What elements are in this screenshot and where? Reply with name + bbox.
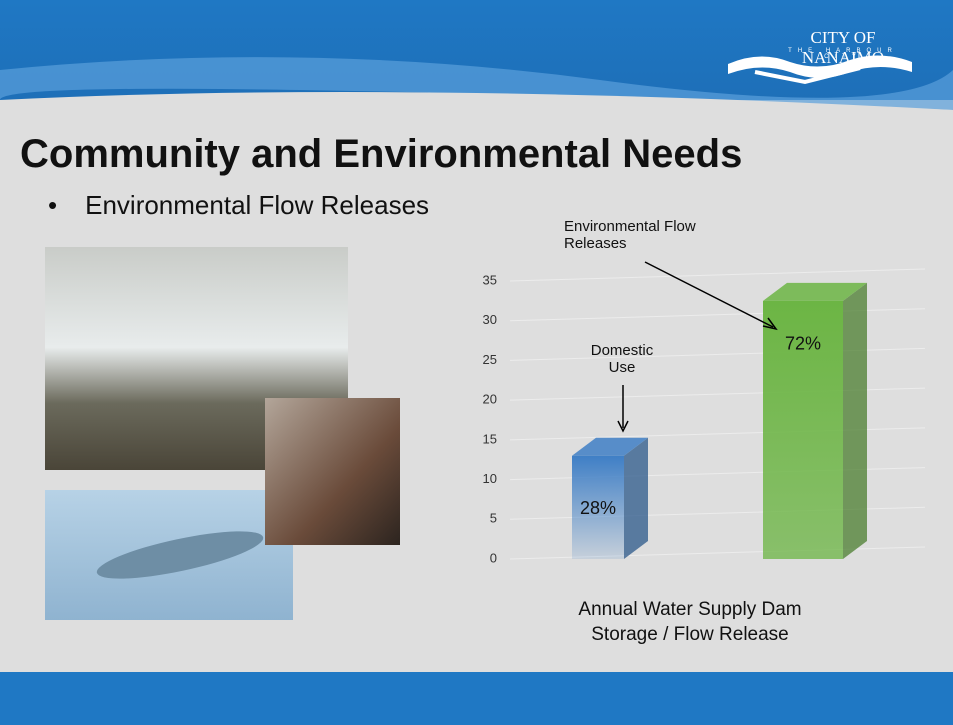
logo-wave bbox=[754, 66, 861, 85]
logo-name: CITY OF NANAIMO bbox=[801, 28, 885, 67]
y-tick-label: 35 bbox=[483, 272, 497, 287]
logo-wave bbox=[728, 55, 912, 78]
bar-top bbox=[572, 437, 648, 456]
y-tick-label: 10 bbox=[483, 471, 497, 486]
bar-front bbox=[763, 300, 843, 559]
x-axis-title: Annual Water Supply Dam Storage / Flow R… bbox=[578, 599, 802, 645]
bullet: • Environmental Flow Releases bbox=[48, 190, 430, 220]
photo-girl bbox=[265, 398, 400, 545]
slide-title: Community and Environmental Needs bbox=[20, 132, 743, 176]
data-label: 28% bbox=[580, 498, 616, 518]
arrow-head bbox=[617, 420, 629, 433]
data-label: 72% bbox=[785, 334, 821, 354]
y-tick-label: 30 bbox=[483, 312, 497, 327]
bar-top bbox=[763, 282, 867, 301]
y-tick-label: 15 bbox=[483, 431, 497, 446]
photo-fish-shape bbox=[96, 531, 264, 579]
y-tick-label: 25 bbox=[483, 352, 497, 367]
header-edge bbox=[0, 92, 953, 112]
arrow-head bbox=[762, 317, 778, 331]
header-wave bbox=[0, 57, 953, 110]
chart: 0 5 10 15 20 25 30 35 28% 72% bbox=[483, 268, 926, 565]
grid-line bbox=[509, 268, 926, 282]
bar-side bbox=[624, 437, 648, 559]
arrow bbox=[644, 261, 774, 328]
y-tick-label: 5 bbox=[490, 511, 497, 526]
y-tick-label: 0 bbox=[490, 550, 497, 565]
bar-side bbox=[843, 282, 867, 559]
logo-tagline: THE HARBOUR CITY bbox=[788, 48, 898, 60]
annotation: Domestic Use bbox=[590, 342, 654, 376]
bullet-text: Environmental Flow Releases bbox=[85, 190, 430, 220]
bar-front bbox=[572, 455, 624, 559]
y-tick-label: 20 bbox=[483, 392, 497, 407]
footer-band bbox=[0, 672, 953, 725]
annotation: Environmental Flow Releases bbox=[564, 218, 696, 252]
